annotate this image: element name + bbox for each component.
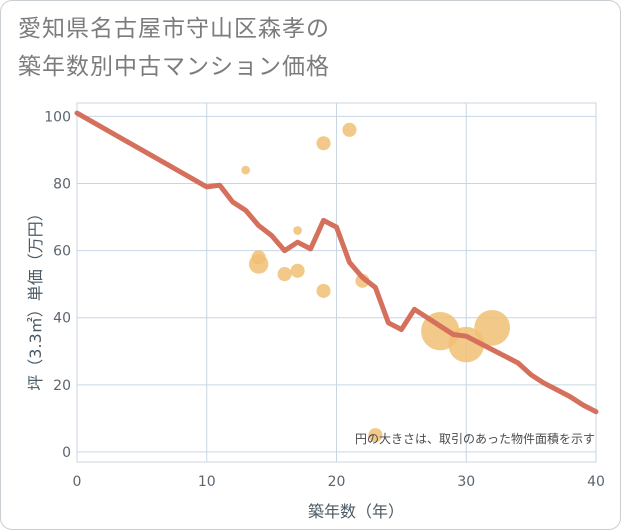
series-line [74,110,599,415]
x-tick-label: 30 [457,474,475,490]
x-axis-title: 築年数（年） [307,502,405,521]
grid [76,103,597,462]
y-tick-labels: 0 20 40 60 80 100 [44,109,71,461]
y-tick-label: 20 [53,378,71,394]
x-tick-label: 10 [198,474,216,490]
chart-title-line2: 築年数別中古マンション価格 [18,54,330,80]
y-tick-label: 80 [53,177,71,193]
scatter-point [368,428,383,443]
x-tick-label: 20 [328,474,346,490]
y-tick-label: 60 [53,244,71,260]
scatter-point [316,283,331,298]
scatter-point [316,136,331,151]
scatter-point [293,226,302,235]
chart-title: 愛知県名古屋市守山区森孝の 築年数別中古マンション価格 [18,10,598,86]
chart-title-line1: 愛知県名古屋市守山区森孝の [18,16,330,42]
trend-line [74,110,599,415]
x-tick-label: 40 [587,474,605,490]
y-tick-label: 100 [44,109,71,125]
scatter-point [241,165,251,175]
y-axis-title: 坪（3.3㎡）単価（万円） [26,205,45,391]
x-tick-labels: 0 10 20 30 40 [73,474,605,490]
y-tick-label: 40 [53,311,71,327]
bubble-size-note: 円の大きさは、取引のあった物件面積を示す [354,432,595,446]
x-tick-label: 0 [73,474,82,490]
y-tick-label: 0 [62,445,71,461]
scatter-point [342,122,357,137]
scatter-point [474,309,511,346]
scatter-point [277,267,292,282]
scatter-point [290,263,305,278]
scatter-point [251,250,266,265]
